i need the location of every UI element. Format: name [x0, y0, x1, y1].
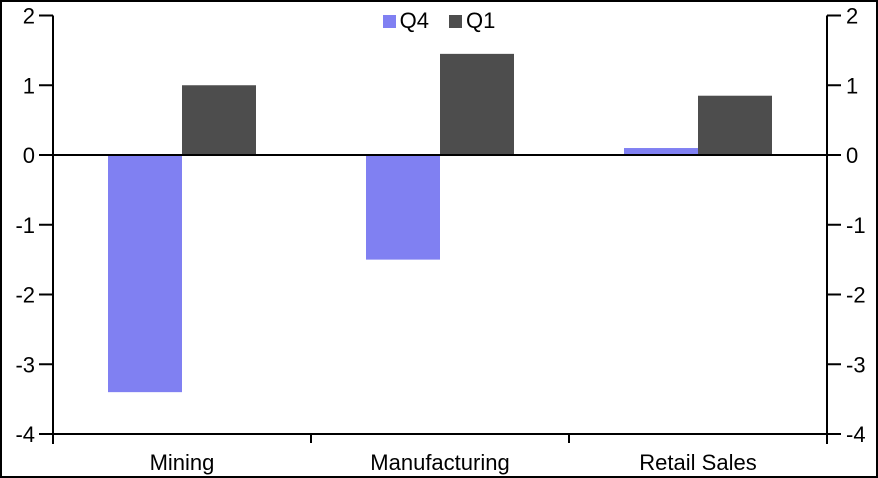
category-label-manufacturing: Manufacturing — [370, 450, 509, 475]
y-tick-label-right-2: 2 — [846, 4, 858, 29]
bars-layer — [108, 53, 772, 393]
axes-layer — [52, 15, 828, 444]
bar-mining-q1 — [182, 85, 256, 155]
category-label-retail-sales: Retail Sales — [639, 450, 756, 475]
bar-retail-sales-q1 — [698, 95, 772, 155]
y-tick-label-right--4: -4 — [846, 422, 866, 447]
y-tick-label-left--2: -2 — [15, 283, 35, 308]
bar-mining-q4 — [108, 155, 182, 393]
y-tick-label-left-2: 2 — [23, 4, 35, 29]
y-tick-label-right--1: -1 — [846, 213, 866, 238]
y-tick-label-left--1: -1 — [15, 213, 35, 238]
y-tick-label-left-0: 0 — [23, 143, 35, 168]
y-tick-label-left--3: -3 — [15, 352, 35, 377]
axis-labels-layer: 2 2 1 1 0 0 -1 -1 -2 -2 -3 -3 -4 -4 Mining Manufacturin… — [15, 4, 865, 476]
bar-manufacturing-q4 — [366, 155, 440, 260]
category-label-mining: Mining — [150, 450, 215, 475]
y-tick-label-right-0: 0 — [846, 143, 858, 168]
bar-manufacturing-q1 — [440, 53, 514, 155]
y-tick-label-right--2: -2 — [846, 283, 866, 308]
axis-ticks-layer — [39, 14, 841, 443]
bar-retail-sales-q4 — [624, 148, 698, 155]
y-tick-label-right--3: -3 — [846, 352, 866, 377]
y-tick-label-left-1: 1 — [23, 73, 35, 98]
y-tick-label-right-1: 1 — [846, 73, 858, 98]
y-tick-label-left--4: -4 — [15, 422, 35, 447]
